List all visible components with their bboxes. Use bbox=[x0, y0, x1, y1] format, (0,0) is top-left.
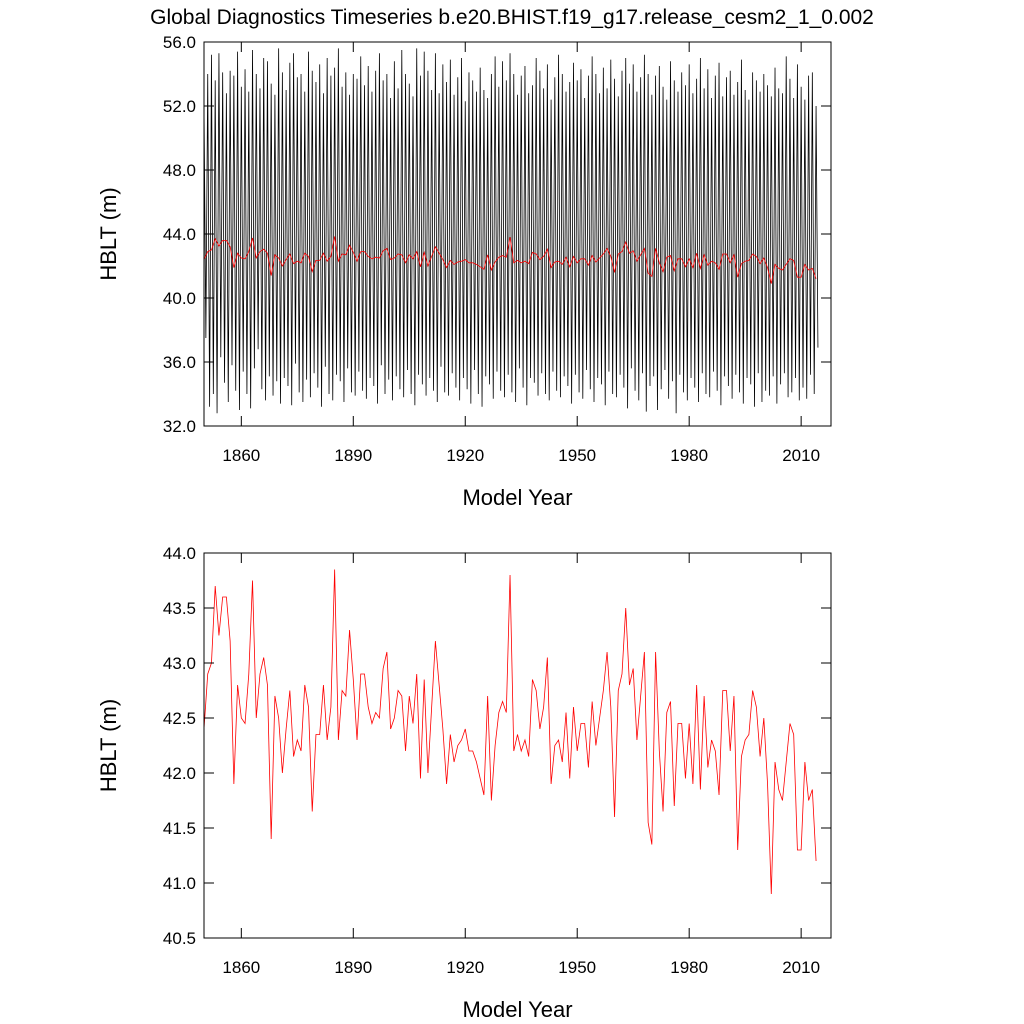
y-axis-label: HBLT (m) bbox=[96, 187, 121, 280]
y-tick-label: 43.0 bbox=[163, 654, 196, 673]
y-tick-label: 40.0 bbox=[163, 289, 196, 308]
y-tick-label: 42.5 bbox=[163, 709, 196, 728]
x-tick-label: 1860 bbox=[222, 958, 260, 977]
y-tick-label: 42.0 bbox=[163, 764, 196, 783]
y-axis-label: HBLT (m) bbox=[96, 699, 121, 792]
x-tick-label: 1950 bbox=[558, 958, 596, 977]
y-tick-label: 36.0 bbox=[163, 353, 196, 372]
y-tick-label: 44.0 bbox=[163, 225, 196, 244]
chart-title: Global Diagnostics Timeseries b.e20.BHIS… bbox=[150, 6, 874, 29]
x-axis-label: Model Year bbox=[462, 485, 572, 510]
x-tick-label: 1950 bbox=[558, 446, 596, 465]
data-line bbox=[204, 48, 819, 414]
y-tick-label: 41.0 bbox=[163, 874, 196, 893]
x-axis-label: Model Year bbox=[462, 997, 572, 1022]
plot-frame bbox=[203, 552, 832, 939]
x-tick-label: 2010 bbox=[782, 958, 820, 977]
x-tick-label: 1890 bbox=[334, 446, 372, 465]
x-tick-label: 1920 bbox=[446, 446, 484, 465]
x-tick-label: 2010 bbox=[782, 446, 820, 465]
x-tick-label: 1860 bbox=[222, 446, 260, 465]
y-tick-label: 44.0 bbox=[163, 544, 196, 563]
data-line bbox=[204, 569, 817, 895]
x-tick-label: 1980 bbox=[670, 446, 708, 465]
x-tick-label: 1980 bbox=[670, 958, 708, 977]
y-tick-label: 52.0 bbox=[163, 97, 196, 116]
y-tick-label: 40.5 bbox=[163, 929, 196, 948]
y-tick-label: 43.5 bbox=[163, 599, 196, 618]
data-line bbox=[204, 236, 817, 284]
y-tick-label: 32.0 bbox=[163, 417, 196, 436]
y-tick-label: 41.5 bbox=[163, 819, 196, 838]
x-tick-label: 1920 bbox=[446, 958, 484, 977]
x-tick-label: 1890 bbox=[334, 958, 372, 977]
y-tick-label: 56.0 bbox=[163, 33, 196, 52]
y-tick-label: 48.0 bbox=[163, 161, 196, 180]
